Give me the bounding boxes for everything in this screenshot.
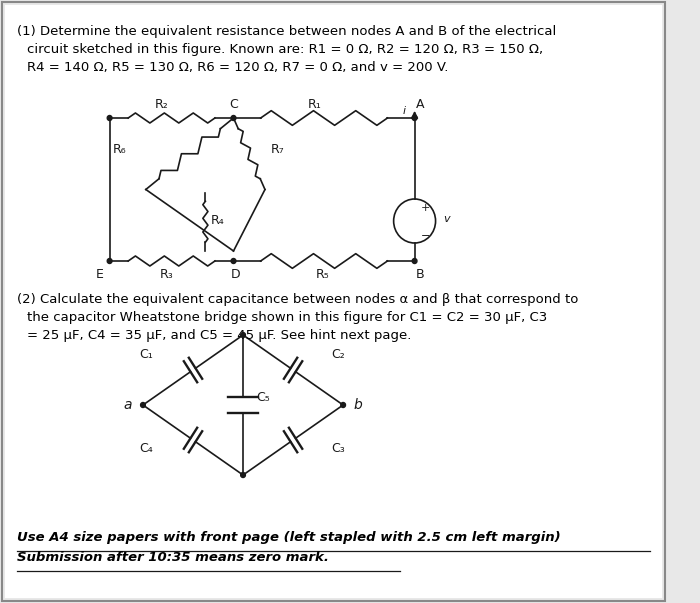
Circle shape [412, 116, 417, 121]
Text: R₆: R₆ [113, 144, 126, 156]
Circle shape [107, 259, 112, 264]
Text: R₅: R₅ [315, 268, 329, 281]
Text: R4 = 140 Ω, R5 = 130 Ω, R6 = 120 Ω, R7 = 0 Ω, and v = 200 V.: R4 = 140 Ω, R5 = 130 Ω, R6 = 120 Ω, R7 =… [27, 61, 448, 74]
Text: +: + [421, 203, 430, 213]
Text: circuit sketched in this figure. Known are: R1 = 0 Ω, R2 = 120 Ω, R3 = 150 Ω,: circuit sketched in this figure. Known a… [27, 43, 542, 56]
Circle shape [341, 402, 346, 408]
Text: C: C [229, 98, 238, 111]
Text: i: i [402, 106, 405, 116]
Text: R₄: R₄ [211, 213, 225, 227]
Text: R₇: R₇ [271, 144, 284, 156]
Circle shape [141, 402, 146, 408]
Text: v: v [443, 214, 450, 224]
Text: Use A4 size papers with front page (left stapled with 2.5 cm left margin): Use A4 size papers with front page (left… [18, 531, 561, 544]
Text: (2) Calculate the equivalent capacitance between nodes α and β that correspond t: (2) Calculate the equivalent capacitance… [18, 293, 578, 306]
Circle shape [412, 259, 417, 264]
Text: b: b [354, 398, 363, 412]
Text: C₁: C₁ [139, 348, 153, 361]
FancyBboxPatch shape [5, 5, 662, 598]
Text: R₁: R₁ [308, 98, 321, 111]
Text: (1) Determine the equivalent resistance between nodes A and B of the electrical: (1) Determine the equivalent resistance … [18, 25, 556, 38]
Text: C₃: C₃ [332, 442, 345, 455]
Text: B: B [416, 268, 425, 281]
Text: A: A [416, 98, 425, 111]
Text: D: D [230, 268, 240, 281]
Text: C₂: C₂ [332, 348, 345, 361]
Circle shape [241, 473, 246, 478]
Text: the capacitor Wheatstone bridge shown in this figure for C1 = C2 = 30 μF, C3: the capacitor Wheatstone bridge shown in… [27, 311, 547, 324]
Circle shape [241, 332, 246, 338]
Circle shape [107, 116, 112, 121]
Text: R₂: R₂ [155, 98, 169, 111]
Text: E: E [96, 268, 104, 281]
Text: −: − [421, 231, 430, 241]
Circle shape [231, 259, 236, 264]
Text: C₄: C₄ [139, 442, 153, 455]
Circle shape [231, 116, 236, 121]
Text: Submission after 10:35 means zero mark.: Submission after 10:35 means zero mark. [18, 551, 329, 564]
Text: = 25 μF, C4 = 35 μF, and C5 = 45 μF. See hint next page.: = 25 μF, C4 = 35 μF, and C5 = 45 μF. See… [27, 329, 411, 342]
Text: C₅: C₅ [256, 391, 270, 404]
Text: R₃: R₃ [160, 268, 174, 281]
Text: a: a [123, 398, 132, 412]
